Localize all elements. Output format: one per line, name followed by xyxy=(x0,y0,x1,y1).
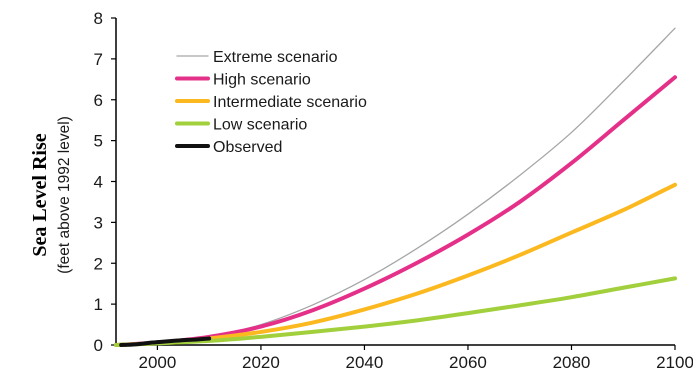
y-tick-label: 0 xyxy=(94,336,103,355)
y-tick-label: 8 xyxy=(94,9,103,28)
series-line-observed xyxy=(119,336,212,347)
y-tick-label: 2 xyxy=(94,254,103,273)
x-tick-label: 2100 xyxy=(656,353,693,372)
legend-label-low-scenario: Low scenario xyxy=(213,117,307,134)
series-line-intermediate-scenario xyxy=(114,182,677,347)
axes xyxy=(115,18,675,346)
x-ticks: 2000 2020 2040 2060 2080 2100 xyxy=(138,345,693,372)
x-tick-label: 2020 xyxy=(242,353,280,372)
x-tick-label: 2040 xyxy=(346,353,384,372)
series-line-low-scenario xyxy=(114,276,677,347)
x-tick-label: 2080 xyxy=(553,353,591,372)
legend-label-high-scenario: High scenario xyxy=(213,72,311,89)
legend-label-observed: Observed xyxy=(213,139,282,156)
series-line-extreme-scenario xyxy=(115,27,676,346)
y-axis-label: Sea Level Rise (feet above 1992 level) xyxy=(29,116,73,274)
legend-label-extreme-scenario: Extreme scenario xyxy=(213,49,338,66)
y-axis-title: Sea Level Rise xyxy=(29,133,51,256)
y-tick-label: 7 xyxy=(94,50,103,69)
series-line-high-scenario xyxy=(114,75,677,347)
y-axis-subtitle: (feet above 1992 level) xyxy=(56,116,73,274)
y-tick-label: 6 xyxy=(94,91,103,110)
y-tick-label: 3 xyxy=(94,213,103,232)
y-tick-label: 4 xyxy=(94,173,103,192)
y-tick-label: 5 xyxy=(94,132,103,151)
x-tick-label: 2060 xyxy=(449,353,487,372)
legend: Extreme scenario High scenario Intermediat… xyxy=(175,49,367,156)
series-layer xyxy=(114,27,677,347)
y-ticks: 0 1 2 3 4 5 6 7 8 xyxy=(94,9,116,355)
legend-label-intermediate-scenario: Intermediate scenario xyxy=(213,94,367,111)
y-tick-label: 1 xyxy=(94,295,103,314)
x-tick-label: 2000 xyxy=(138,353,176,372)
